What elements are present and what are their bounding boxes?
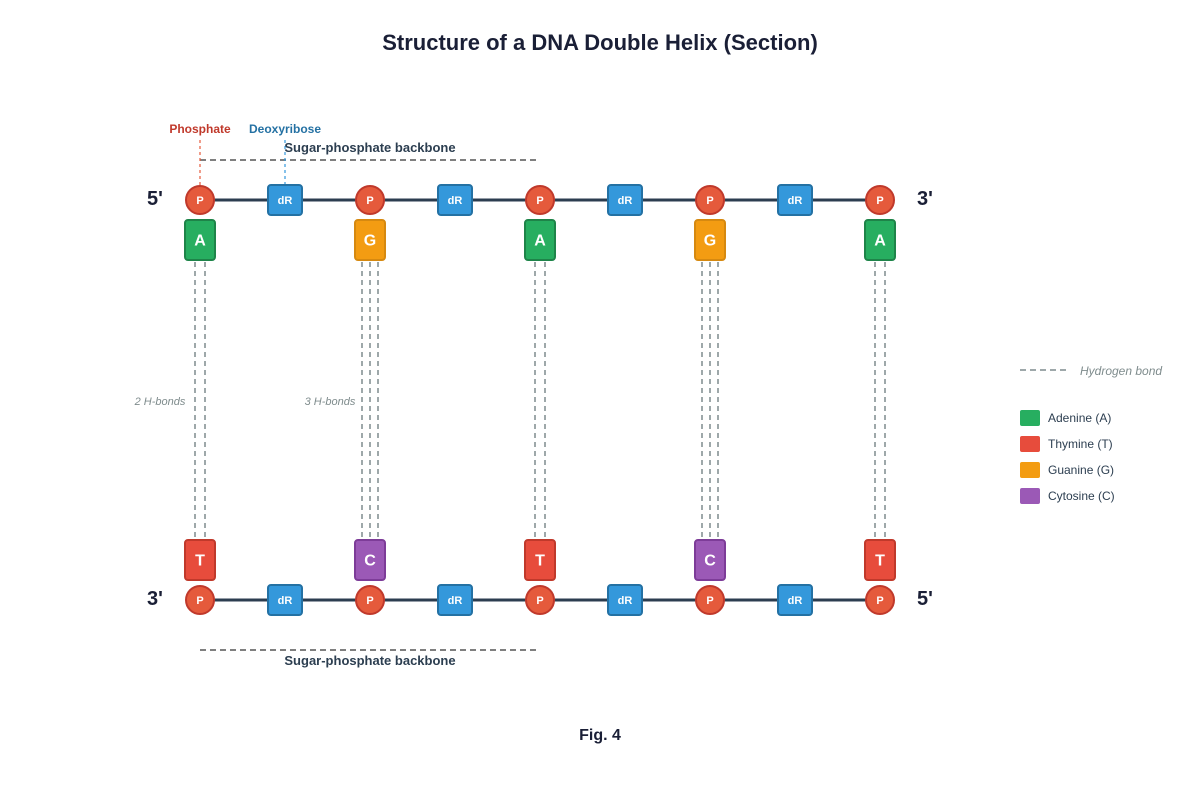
legend-item-label: Adenine (A): [1048, 411, 1111, 425]
legend-item-label: Cytosine (C): [1048, 489, 1115, 503]
top-backbone-label: Sugar-phosphate backbone: [284, 140, 455, 155]
legend-swatch: [1020, 488, 1040, 504]
bottom-base-T: [524, 539, 556, 581]
legend-item-label: Guanine (G): [1048, 463, 1114, 477]
top-base-A: [184, 219, 216, 261]
top-phosphate-node: [355, 185, 385, 215]
bottom-phosphate-node: [695, 585, 725, 615]
bottom-base-label: C: [704, 553, 716, 570]
top-phosphate-label: P: [876, 195, 883, 207]
legend: Hydrogen bond Adenine (A) Thymine (T) Guan…: [1020, 364, 1162, 504]
legend-swatch: [1020, 436, 1040, 452]
top-phosphate-node: [525, 185, 555, 215]
top-sugar-node: [437, 184, 473, 216]
bottom-sugar-node: [607, 584, 643, 616]
top-sugar-label: dR: [788, 195, 803, 207]
top-phosphate-label: P: [706, 195, 713, 207]
bottom-phosphate-label: P: [196, 595, 203, 607]
bottom-sugar-node: [777, 584, 813, 616]
bottom-sugar-label: dR: [448, 595, 463, 607]
top-base-G: [354, 219, 386, 261]
bottom-phosphate-node: [185, 585, 215, 615]
bases: A T G C A T G C A T: [184, 219, 896, 581]
top-base-label: A: [194, 233, 206, 250]
bottom-base-label: T: [535, 553, 545, 570]
bottom-sugar-node: [437, 584, 473, 616]
diagram-title: Structure of a DNA Double Helix (Section…: [382, 30, 818, 55]
legend-swatch: [1020, 462, 1040, 478]
hydrogen-bonds: [194, 262, 886, 538]
top-base-label: A: [874, 233, 886, 250]
top-base-label: A: [534, 233, 546, 250]
bottom-phosphate-label: P: [366, 595, 373, 607]
top-sugar-node: [267, 184, 303, 216]
top-phosphate-label: P: [536, 195, 543, 207]
bottom-phosphate-label: P: [536, 595, 543, 607]
bottom-base-label: T: [875, 553, 885, 570]
top-base-label: G: [704, 233, 716, 250]
bottom-phosphate-node: [355, 585, 385, 615]
top-base-A: [524, 219, 556, 261]
bottom-sugar-label: dR: [788, 595, 803, 607]
top-phosphate-node: [185, 185, 215, 215]
bottom-left-end-label: 3': [147, 588, 163, 610]
bottom-backbone-label: Sugar-phosphate backbone: [284, 653, 455, 668]
bottom-base-T: [184, 539, 216, 581]
bond-annotation-gc: 3 H-bonds: [305, 396, 356, 408]
legend-swatch: [1020, 410, 1040, 426]
deoxyribose-callout-label: Deoxyribose: [249, 122, 321, 136]
bottom-base-C: [354, 539, 386, 581]
top-phosphate-node: [865, 185, 895, 215]
bottom-right-end-label: 5': [917, 588, 933, 610]
top-right-end-label: 3': [917, 188, 933, 210]
legend-item-label: Thymine (T): [1048, 437, 1113, 451]
bottom-sugar-node: [267, 584, 303, 616]
legend-hbond-label: Hydrogen bond: [1080, 364, 1162, 378]
top-base-G: [694, 219, 726, 261]
bond-annotation-at: 2 H-bonds: [134, 396, 186, 408]
bottom-base-C: [694, 539, 726, 581]
bottom-phosphate-node: [525, 585, 555, 615]
top-sugar-label: dR: [618, 195, 633, 207]
bottom-base-T: [864, 539, 896, 581]
top-left-end-label: 5': [147, 188, 163, 210]
top-sugar-node: [777, 184, 813, 216]
top-sugar-label: dR: [278, 195, 293, 207]
bottom-sugar-label: dR: [278, 595, 293, 607]
bottom-sugar-label: dR: [618, 595, 633, 607]
legend-items: Adenine (A) Thymine (T) Guanine (G) Cytosin…: [1020, 410, 1115, 504]
top-phosphate-node: [695, 185, 725, 215]
figure-caption: Fig. 4: [579, 727, 621, 744]
bottom-phosphate-node: [865, 585, 895, 615]
bottom-phosphate-label: P: [876, 595, 883, 607]
bottom-base-label: T: [195, 553, 205, 570]
top-base-A: [864, 219, 896, 261]
top-phosphate-label: P: [196, 195, 203, 207]
bottom-phosphate-label: P: [706, 595, 713, 607]
top-base-label: G: [364, 233, 376, 250]
top-sugar-node: [607, 184, 643, 216]
phosphate-callout-label: Phosphate: [169, 122, 231, 136]
bottom-base-label: C: [364, 553, 376, 570]
top-phosphate-label: P: [366, 195, 373, 207]
top-sugar-label: dR: [448, 195, 463, 207]
